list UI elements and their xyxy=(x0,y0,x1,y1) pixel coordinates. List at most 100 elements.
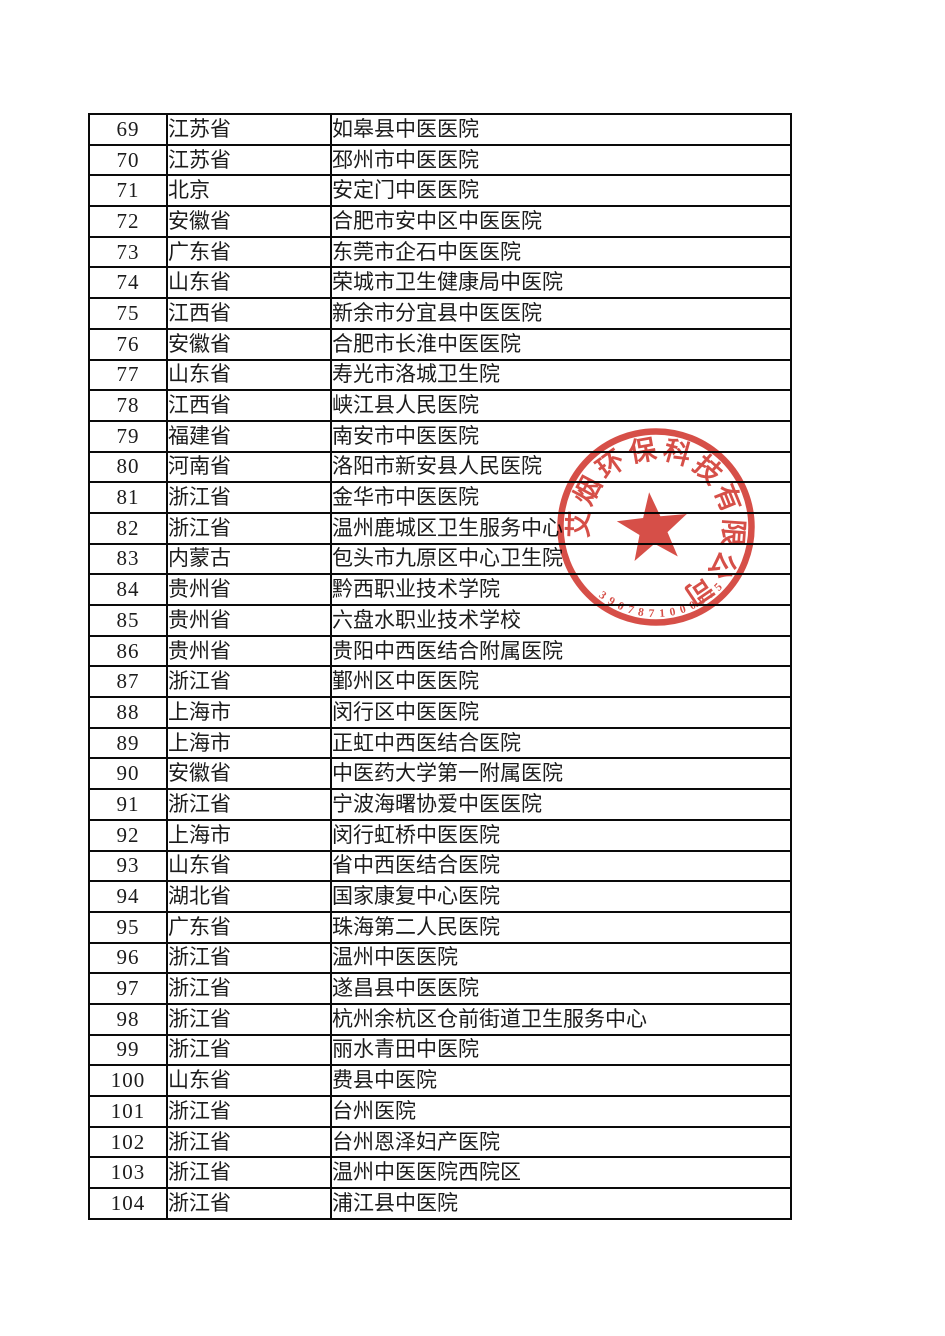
cell-province: 江苏省 xyxy=(166,143,332,177)
cell-hospital-name: 贵阳中西医结合附属医院 xyxy=(330,634,792,668)
cell-province: 浙江省 xyxy=(166,941,332,975)
cell-number: 102 xyxy=(88,1125,168,1159)
cell-hospital-name: 金华市中医医院 xyxy=(330,481,792,514)
table-row: 70 江苏省 邳州市中医医院 xyxy=(88,143,792,177)
cell-hospital-name: 洛阳市新安县人民医院 xyxy=(330,450,792,484)
cell-province: 山东省 xyxy=(166,1064,332,1097)
cell-number: 71 xyxy=(88,174,168,208)
cell-province: 河南省 xyxy=(166,450,332,484)
table-row: 71 北京 安定门中医医院 xyxy=(88,174,792,208)
cell-number: 72 xyxy=(88,205,168,238)
cell-province: 安徽省 xyxy=(166,327,332,361)
cell-hospital-name: 台州医院 xyxy=(330,1095,792,1128)
table-body: 69 江苏省 如皋县中医医院 70 江苏省 邳州市中医医院 71 北京 安定门中医医院 72 安徽省… xyxy=(88,113,792,1220)
table-row: 104 浙江省 浦江县中医院 xyxy=(88,1187,792,1220)
cell-number: 96 xyxy=(88,941,168,975)
table-row: 74 山东省 荣城市卫生健康局中医院 xyxy=(88,266,792,300)
cell-province: 安徽省 xyxy=(166,205,332,238)
table-row: 87 浙江省 鄞州区中医医院 xyxy=(88,665,792,699)
cell-hospital-name: 鄞州区中医医院 xyxy=(330,665,792,699)
table-row: 72 安徽省 合肥市安中区中医医院 xyxy=(88,205,792,238)
table-row: 103 浙江省 温州中医医院西院区 xyxy=(88,1156,792,1190)
table-row: 77 山东省 寿光市洛城卫生院 xyxy=(88,358,792,392)
cell-number: 91 xyxy=(88,788,168,821)
cell-province: 贵州省 xyxy=(166,573,332,606)
table-row: 79 福建省 南安市中医医院 xyxy=(88,419,792,453)
cell-province: 江西省 xyxy=(166,389,332,422)
cell-number: 74 xyxy=(88,266,168,300)
table-row: 82 浙江省 温州鹿城区卫生服务中心 xyxy=(88,511,792,545)
hospital-list-table: 69 江苏省 如皋县中医医院 70 江苏省 邳州市中医医院 71 北京 安定门中医医院 72 安徽省… xyxy=(88,113,792,1220)
cell-hospital-name: 邳州市中医医院 xyxy=(330,143,792,177)
cell-number: 92 xyxy=(88,818,168,852)
cell-hospital-name: 安定门中医医院 xyxy=(330,174,792,208)
cell-number: 79 xyxy=(88,419,168,453)
cell-hospital-name: 六盘水职业技术学校 xyxy=(330,604,792,637)
cell-hospital-name: 荣城市卫生健康局中医院 xyxy=(330,266,792,300)
cell-number: 100 xyxy=(88,1064,168,1097)
cell-hospital-name: 正虹中西医结合医院 xyxy=(330,726,792,760)
cell-hospital-name: 温州鹿城区卫生服务中心 xyxy=(330,511,792,545)
cell-hospital-name: 新余市分宜县中医医院 xyxy=(330,297,792,330)
cell-number: 84 xyxy=(88,573,168,606)
cell-hospital-name: 闵行区中医医院 xyxy=(330,696,792,729)
table-row: 73 广东省 东莞市企石中医医院 xyxy=(88,235,792,269)
table-row: 89 上海市 正虹中西医结合医院 xyxy=(88,726,792,760)
cell-hospital-name: 国家康复中心医院 xyxy=(330,880,792,913)
cell-number: 82 xyxy=(88,511,168,545)
cell-province: 贵州省 xyxy=(166,604,332,637)
cell-hospital-name: 包头市九原区中心卫生院 xyxy=(330,542,792,576)
table-row: 91 浙江省 宁波海曙协爱中医医院 xyxy=(88,788,792,821)
table-row: 93 山东省 省中西医结合医院 xyxy=(88,849,792,883)
cell-number: 76 xyxy=(88,327,168,361)
cell-hospital-name: 杭州余杭区仓前街道卫生服务中心 xyxy=(330,1002,792,1036)
table-row: 83 内蒙古 包头市九原区中心卫生院 xyxy=(88,542,792,576)
cell-province: 上海市 xyxy=(166,696,332,729)
cell-number: 93 xyxy=(88,849,168,883)
cell-province: 浙江省 xyxy=(166,1156,332,1190)
cell-province: 安徽省 xyxy=(166,757,332,791)
table-row: 88 上海市 闵行区中医医院 xyxy=(88,696,792,729)
cell-hospital-name: 温州中医医院西院区 xyxy=(330,1156,792,1190)
cell-hospital-name: 台州恩泽妇产医院 xyxy=(330,1125,792,1159)
table-row: 94 湖北省 国家康复中心医院 xyxy=(88,880,792,913)
table-row: 76 安徽省 合肥市长淮中医医院 xyxy=(88,327,792,361)
table-row: 95 广东省 珠海第二人民医院 xyxy=(88,910,792,944)
cell-province: 上海市 xyxy=(166,818,332,852)
table-row: 96 浙江省 温州中医医院 xyxy=(88,941,792,975)
cell-number: 101 xyxy=(88,1095,168,1128)
cell-hospital-name: 珠海第二人民医院 xyxy=(330,910,792,944)
cell-number: 86 xyxy=(88,634,168,668)
table-row: 84 贵州省 黔西职业技术学院 xyxy=(88,573,792,606)
cell-number: 98 xyxy=(88,1002,168,1036)
cell-number: 97 xyxy=(88,972,168,1005)
cell-hospital-name: 遂昌县中医医院 xyxy=(330,972,792,1005)
cell-province: 浙江省 xyxy=(166,1187,332,1220)
cell-province: 内蒙古 xyxy=(166,542,332,576)
cell-number: 87 xyxy=(88,665,168,699)
cell-number: 83 xyxy=(88,542,168,576)
cell-number: 75 xyxy=(88,297,168,330)
cell-number: 99 xyxy=(88,1033,168,1067)
cell-number: 104 xyxy=(88,1187,168,1220)
table-row: 98 浙江省 杭州余杭区仓前街道卫生服务中心 xyxy=(88,1002,792,1036)
cell-province: 广东省 xyxy=(166,235,332,269)
cell-province: 福建省 xyxy=(166,419,332,453)
cell-hospital-name: 东莞市企石中医医院 xyxy=(330,235,792,269)
table-row: 92 上海市 闵行虹桥中医医院 xyxy=(88,818,792,852)
cell-number: 69 xyxy=(88,113,168,146)
table-row: 86 贵州省 贵阳中西医结合附属医院 xyxy=(88,634,792,668)
cell-hospital-name: 合肥市安中区中医医院 xyxy=(330,205,792,238)
cell-hospital-name: 丽水青田中医院 xyxy=(330,1033,792,1067)
table-row: 85 贵州省 六盘水职业技术学校 xyxy=(88,604,792,637)
table-row: 97 浙江省 遂昌县中医医院 xyxy=(88,972,792,1005)
cell-hospital-name: 如皋县中医医院 xyxy=(330,113,792,146)
cell-province: 山东省 xyxy=(166,266,332,300)
cell-province: 上海市 xyxy=(166,726,332,760)
cell-hospital-name: 寿光市洛城卫生院 xyxy=(330,358,792,392)
cell-province: 浙江省 xyxy=(166,481,332,514)
cell-province: 江苏省 xyxy=(166,113,332,146)
cell-hospital-name: 浦江县中医院 xyxy=(330,1187,792,1220)
cell-province: 北京 xyxy=(166,174,332,208)
